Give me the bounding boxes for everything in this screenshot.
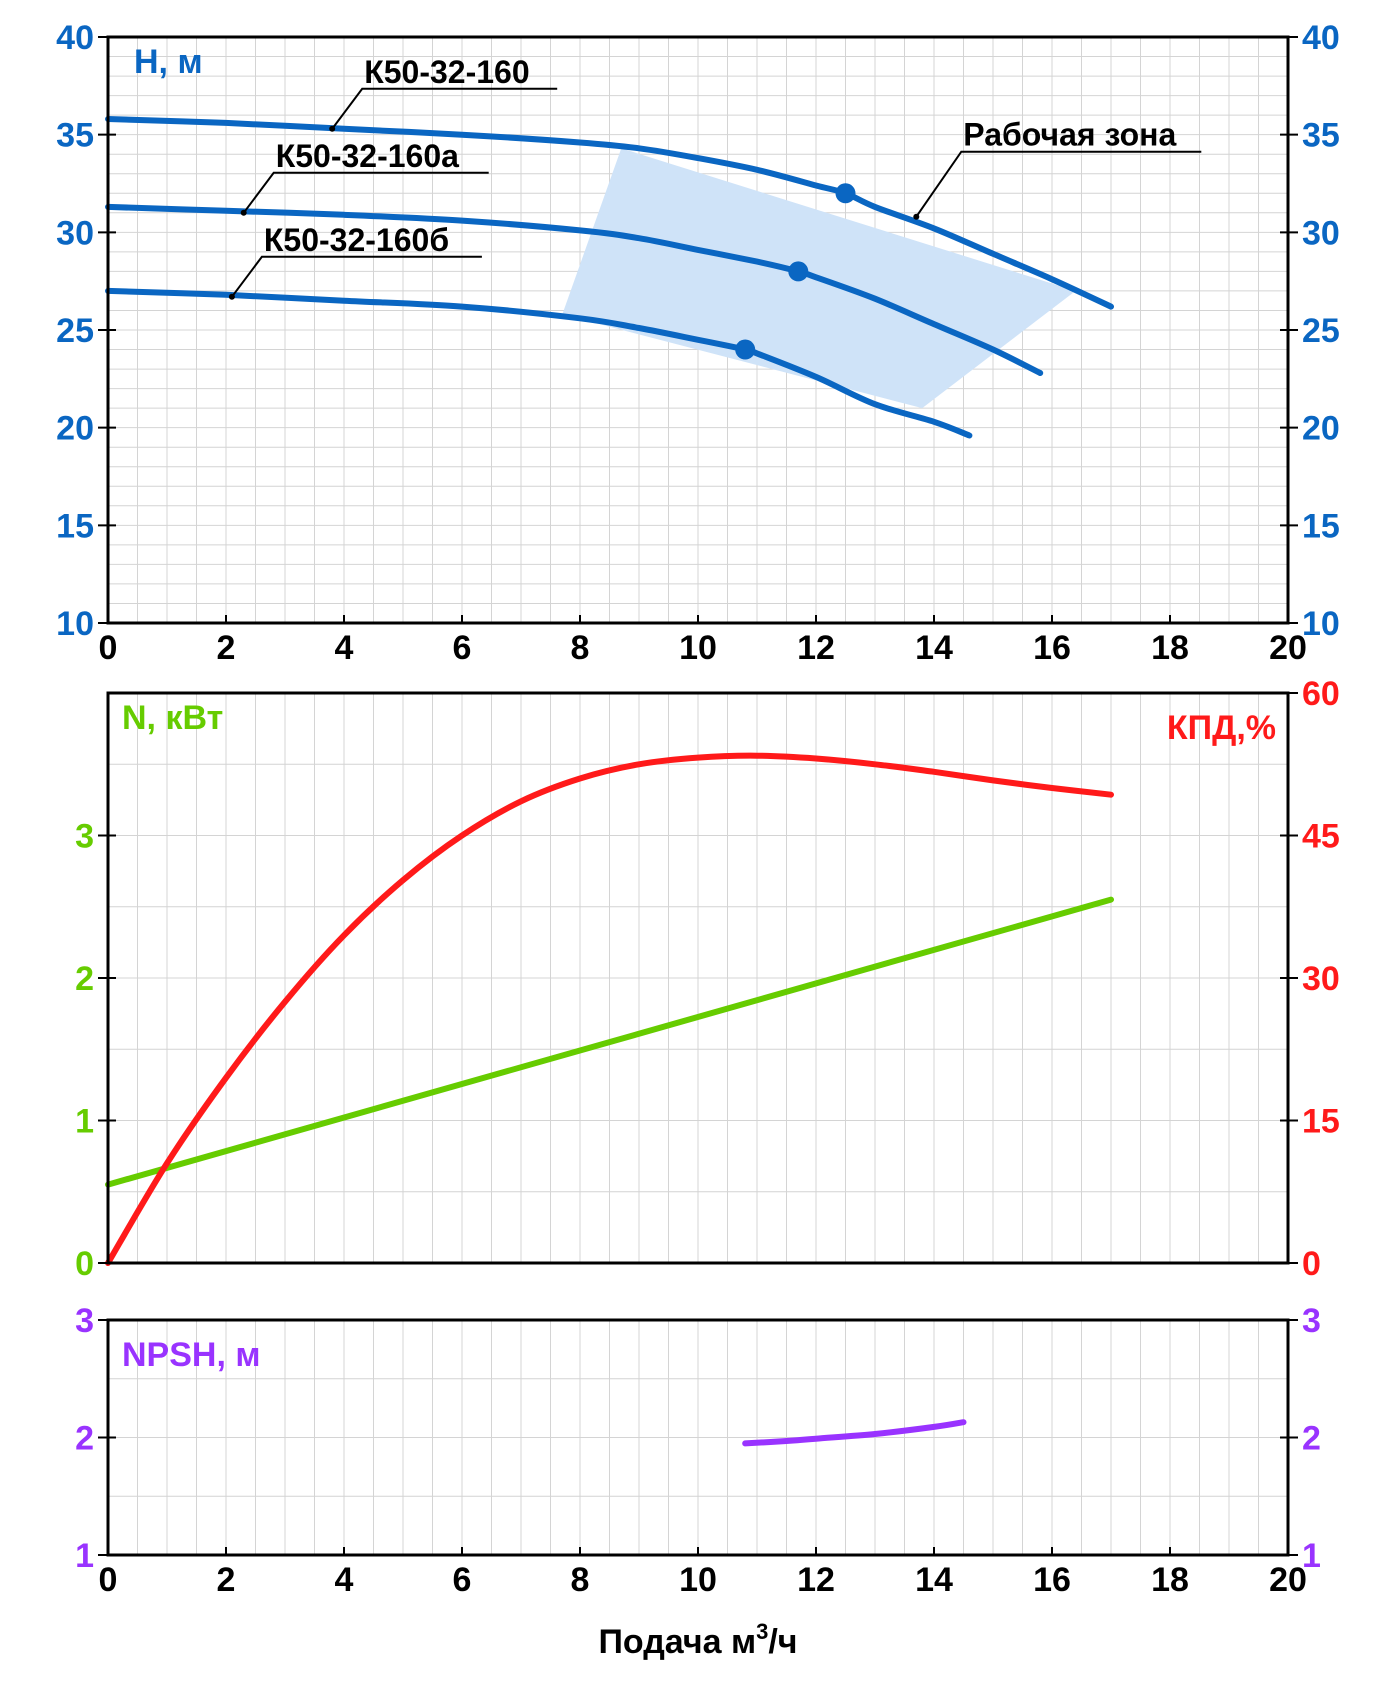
head-axis-ticks: 0 2 4 6 8 10 12 14 16 18 2010152025303540101520253…	[56, 19, 1340, 667]
annotation-anchor-рабочая-зона	[913, 213, 920, 220]
head-y-right-tick-label: 40	[1302, 19, 1340, 57]
power-axis-title: N, кВт	[122, 699, 223, 737]
efficiency-axis-title: КПД,%	[1167, 709, 1276, 747]
efficiency-y-tick-label: 15	[1302, 1103, 1340, 1141]
head-x-tick-label: 20	[1269, 629, 1307, 667]
head-y-left-tick-label: 40	[56, 19, 94, 57]
annotation-leader-к50-32-160б	[231, 255, 482, 298]
head-x-tick-label: 10	[679, 629, 717, 667]
operating-points	[735, 183, 856, 360]
operating-point-к50-32-160б	[735, 339, 756, 360]
head-y-right-tick-label: 10	[1302, 605, 1340, 643]
npsh-x-tick-label: 20	[1269, 1561, 1307, 1599]
annotation-anchor-к50-32-160а	[240, 209, 247, 216]
head-x-tick-label: 18	[1151, 629, 1189, 667]
power-y-tick-label: 2	[75, 960, 94, 998]
head-axis-title: Н, м	[134, 43, 203, 81]
npsh-x-tick-label: 14	[915, 1561, 953, 1599]
npsh-axis-title: NPSH, м	[122, 1336, 261, 1374]
operating-point-к50-32-160а	[788, 261, 809, 282]
head-panel: К50-32-160 К50-32-160а К50-32-160б Рабочая …	[56, 19, 1340, 667]
head-x-tick-label: 2	[217, 629, 236, 667]
npsh-y-right-tick-label: 2	[1302, 1420, 1321, 1458]
npsh-curve	[742, 1419, 967, 1447]
head-y-right-tick-label: 25	[1302, 312, 1340, 350]
power-curve	[105, 896, 1114, 1188]
head-x-tick-label: 14	[915, 629, 953, 667]
head-y-left-tick-label: 35	[56, 117, 94, 155]
head-annotations: К50-32-160 К50-32-160а К50-32-160б Рабочая …	[228, 54, 1202, 300]
head-curve-к50-32-160	[105, 116, 1114, 310]
npsh-x-tick-label: 10	[679, 1561, 717, 1599]
head-y-right-tick-label: 35	[1302, 117, 1340, 155]
npsh-y-right-tick-label: 3	[1302, 1302, 1321, 1340]
power-efficiency-curves	[105, 752, 1114, 1266]
annotation-leader-к50-32-160а	[242, 171, 489, 214]
efficiency-y-tick-label: 45	[1302, 818, 1340, 856]
annotation-label-к50-32-160: К50-32-160	[364, 54, 529, 90]
head-y-right-tick-label: 15	[1302, 507, 1340, 545]
annotation-leader-рабочая-зона	[915, 150, 1202, 218]
npsh-x-tick-label: 16	[1033, 1561, 1071, 1599]
head-y-left-tick-label: 25	[56, 312, 94, 350]
annotation-leader-к50-32-160	[331, 87, 558, 130]
npsh-x-tick-label: 18	[1151, 1561, 1189, 1599]
efficiency-y-tick-label: 60	[1302, 675, 1340, 713]
head-x-tick-label: 4	[335, 629, 354, 667]
npsh-grid	[108, 1320, 1288, 1555]
head-curve-к50-32-160а	[105, 203, 1044, 376]
head-x-tick-label: 6	[453, 629, 472, 667]
annotation-anchor-к50-32-160	[329, 125, 336, 132]
annotation-anchor-к50-32-160б	[228, 293, 235, 300]
efficiency-curve	[105, 752, 1114, 1266]
head-curve-к50-32-160б	[105, 287, 973, 439]
head-x-tick-label: 8	[571, 629, 590, 667]
head-y-right-tick-label: 20	[1302, 410, 1340, 448]
power-y-tick-label: 3	[75, 818, 94, 856]
efficiency-y-tick-label: 0	[1302, 1245, 1321, 1283]
flow-axis-title-superscript: 3	[756, 1619, 768, 1644]
annotation-label-к50-32-160а: К50-32-160а	[276, 138, 459, 174]
npsh-y-left-tick-label: 2	[75, 1420, 94, 1458]
operating-point-к50-32-160	[835, 183, 856, 204]
npsh-x-tick-label: 2	[217, 1561, 236, 1599]
power-y-tick-label: 0	[75, 1245, 94, 1283]
flow-axis-title-main: Подача м	[598, 1623, 756, 1661]
npsh-y-left-tick-label: 3	[75, 1302, 94, 1340]
power-y-tick-label: 1	[75, 1103, 94, 1141]
annotation-label-рабочая-зона: Рабочая зона	[963, 117, 1176, 153]
npsh-x-tick-label: 6	[453, 1561, 472, 1599]
head-x-tick-label: 16	[1033, 629, 1071, 667]
head-y-right-tick-label: 30	[1302, 214, 1340, 252]
flow-axis-title-tail: /ч	[768, 1623, 797, 1661]
annotation-label-к50-32-160б: К50-32-160б	[264, 222, 449, 258]
npsh-curves	[742, 1419, 967, 1447]
head-x-tick-label: 12	[797, 629, 835, 667]
head-curves	[105, 116, 1114, 439]
npsh-x-tick-label: 0	[99, 1561, 118, 1599]
power-efficiency-grid	[108, 693, 1288, 1263]
npsh-y-right-tick-label: 1	[1302, 1537, 1321, 1575]
flow-axis-title: Подача м3/ч	[598, 1619, 797, 1661]
head-y-left-tick-label: 30	[56, 214, 94, 252]
npsh-x-tick-label: 12	[797, 1561, 835, 1599]
head-y-left-tick-label: 20	[56, 410, 94, 448]
head-y-left-tick-label: 10	[56, 605, 94, 643]
npsh-x-tick-label: 4	[335, 1561, 354, 1599]
efficiency-y-tick-label: 30	[1302, 960, 1340, 998]
head-y-left-tick-label: 15	[56, 507, 94, 545]
npsh-x-tick-label: 8	[571, 1561, 590, 1599]
npsh-y-left-tick-label: 1	[75, 1537, 94, 1575]
head-x-tick-label: 0	[99, 629, 118, 667]
